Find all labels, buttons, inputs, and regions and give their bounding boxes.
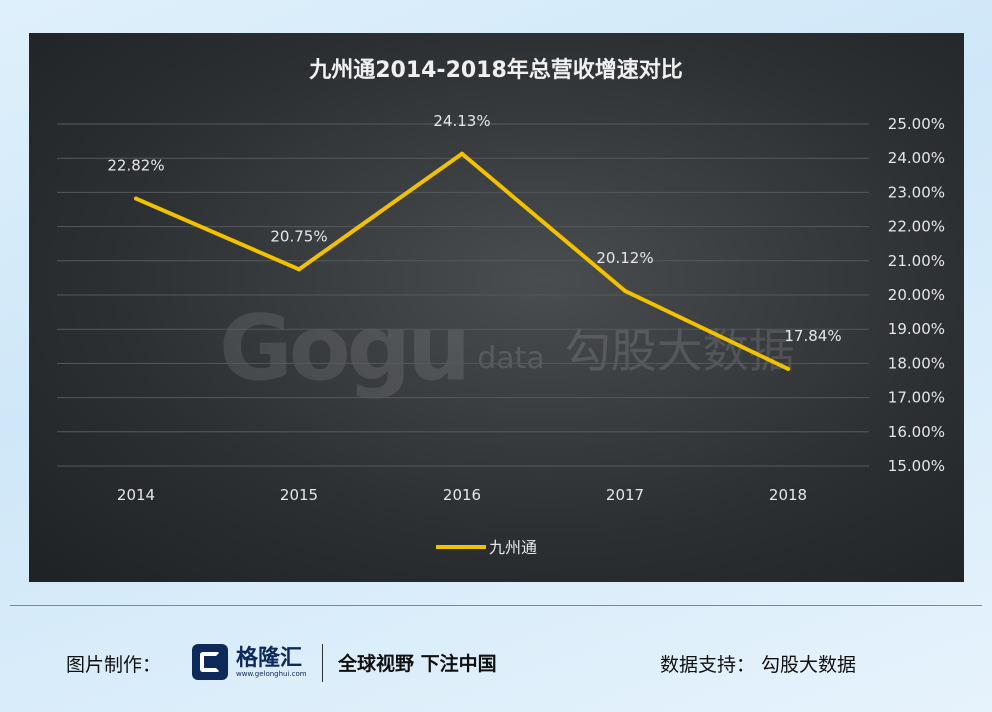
y-tick-label: 23.00% <box>888 183 945 201</box>
data-point <box>134 196 138 201</box>
y-tick-label: 22.00% <box>888 218 945 236</box>
data-point <box>460 151 464 156</box>
data-label: 24.13% <box>433 112 490 130</box>
data-point <box>623 288 627 293</box>
y-tick-label: 25.00% <box>888 115 945 133</box>
footer-slogan: 全球视野 下注中国 <box>338 653 497 675</box>
x-tick-label: 2016 <box>443 486 481 504</box>
data-point <box>297 267 301 272</box>
data-label: 22.82% <box>107 157 164 175</box>
x-tick-label: 2017 <box>606 486 644 504</box>
y-tick-label: 18.00% <box>888 354 945 372</box>
x-tick-label: 2018 <box>769 486 807 504</box>
footer-divider <box>10 605 982 606</box>
series-line <box>134 151 790 371</box>
footer-separator <box>322 644 323 682</box>
y-tick-label: 15.00% <box>888 457 945 475</box>
data-label: 20.12% <box>596 249 653 267</box>
chart-title: 九州通2014-2018年总营收增速对比 <box>308 57 683 83</box>
gelonghui-name: 格隆汇 <box>236 646 303 671</box>
y-tick-label: 19.00% <box>888 320 945 338</box>
data-point <box>786 366 790 371</box>
x-tick-label: 2015 <box>280 486 318 504</box>
data-label: 17.84% <box>784 327 841 345</box>
legend-label: 九州通 <box>489 538 537 557</box>
gelonghui-url: www.gelonghui.com <box>236 670 307 678</box>
chart-panel: Gogu data 勾股大数据 九州通2014-2018年总营收增速对比 25.0… <box>29 33 964 582</box>
y-tick-label: 21.00% <box>888 252 945 270</box>
footer-made-by-label: 图片制作： <box>66 654 162 676</box>
line-chart: 九州通2014-2018年总营收增速对比 25.00% 24.00% 23.00% 22… <box>57 57 945 557</box>
footer: 图片制作： 格隆汇 www.gelonghui.com 全球视野 下注中国 数据… <box>0 630 992 690</box>
footer-data-source: 数据支持： 勾股大数据 <box>660 654 857 676</box>
y-tick-label: 16.00% <box>888 423 945 441</box>
gelonghui-logo-icon <box>192 644 228 680</box>
x-tick-label: 2014 <box>117 486 155 504</box>
y-tick-label: 24.00% <box>888 149 945 167</box>
data-label: 20.75% <box>270 227 327 245</box>
y-tick-label: 20.00% <box>888 286 945 304</box>
y-tick-label: 17.00% <box>888 389 945 407</box>
